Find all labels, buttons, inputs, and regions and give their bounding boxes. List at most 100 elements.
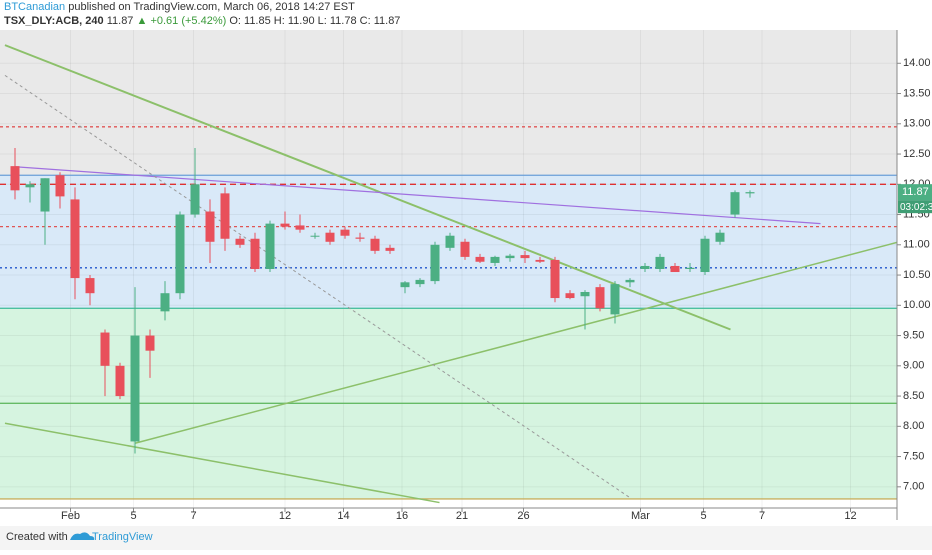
trend-line: [4, 44, 731, 331]
x-tick-label: 5: [700, 510, 706, 522]
x-tick-label: 26: [517, 510, 529, 522]
candle-body: [535, 259, 545, 262]
candle-body: [85, 278, 95, 294]
candle-body: [610, 284, 620, 315]
candle-body: [190, 184, 200, 215]
candle-body: [175, 214, 185, 294]
candle-body: [310, 235, 320, 237]
candle-body: [235, 238, 245, 245]
candle-body: [25, 184, 35, 188]
x-tick-label: 21: [456, 510, 468, 522]
price-tag: [898, 184, 932, 201]
candle-body: [430, 244, 440, 282]
candle-body: [595, 287, 605, 309]
x-tick-label: 14: [337, 510, 349, 522]
candle-body: [730, 192, 740, 215]
brand-logo: [70, 532, 95, 540]
candle-body: [670, 265, 680, 273]
x-tick-label: Mar: [631, 510, 650, 522]
candle-body: [685, 267, 695, 269]
candle-body: [40, 178, 50, 212]
x-tick-label: 12: [279, 510, 291, 522]
x-tick-label: 7: [190, 510, 196, 522]
candle-body: [520, 255, 530, 259]
candle-body: [115, 365, 125, 397]
trend-line: [14, 166, 821, 225]
candle-body: [565, 293, 575, 299]
candle-body: [370, 238, 380, 251]
y-tick-label: 13.50: [903, 87, 931, 99]
footer-bar: [0, 526, 932, 550]
candle-body: [385, 247, 395, 251]
ohlc-close: C: 11.87: [360, 15, 401, 27]
brand[interactable]: TradingView: [92, 531, 153, 543]
candle-body: [490, 256, 500, 263]
countdown-tag: [898, 200, 932, 214]
y-tick-label: 10.50: [903, 269, 931, 281]
y-tick-label: 10.00: [903, 299, 931, 311]
y-tick-label: 11.00: [903, 239, 930, 251]
y-tick-label: 12.50: [903, 148, 931, 160]
candle-body: [70, 199, 80, 279]
candle-body: [325, 232, 335, 242]
candle-body: [415, 279, 425, 285]
change: ▲ +0.61 (+5.42%): [137, 15, 227, 27]
candle-body: [625, 279, 635, 283]
plot-area: [0, 30, 898, 508]
ohlc-high: H: 11.90: [274, 15, 315, 27]
symbol: TSX_DLY:ACB, 240: [4, 15, 104, 27]
y-tick-label: 7.00: [903, 481, 924, 493]
y-tick-label: 8.00: [903, 420, 924, 432]
last: 11.87: [107, 15, 134, 27]
header-line-2: TSX_DLY:ACB, 240 11.87 ▲ +0.61 (+5.42%) …: [4, 15, 400, 27]
x-tick-label: 7: [759, 510, 765, 522]
ohlc-low: L: 11.78: [318, 15, 357, 27]
candle-body: [205, 211, 215, 242]
candle-body: [265, 223, 275, 269]
candle-body: [295, 225, 305, 230]
x-tick-label: Feb: [61, 510, 80, 522]
candle-body: [550, 259, 560, 299]
candle-body: [700, 238, 710, 273]
candle-body: [220, 193, 230, 239]
trend-line: [4, 422, 440, 504]
footer-text: Created with: [6, 531, 68, 543]
candle-body: [715, 232, 725, 242]
candle-body: [745, 192, 755, 194]
candle-body: [400, 282, 410, 288]
candle-body: [340, 229, 350, 236]
x-tick-label: 16: [396, 510, 408, 522]
candle-body: [460, 241, 470, 257]
candle-body: [100, 332, 110, 366]
candle-body: [55, 175, 65, 197]
candle-body: [130, 335, 140, 442]
ohlc-open: O: 11.85: [229, 15, 270, 27]
y-tick-label: 14.00: [903, 57, 931, 69]
trend-line: [134, 241, 898, 444]
countdown: 03:02:3: [900, 202, 932, 213]
x-tick-label: 12: [844, 510, 856, 522]
candle-body: [475, 256, 485, 262]
candle-body: [250, 238, 260, 269]
published: published on TradingView.com, March 06, …: [68, 1, 355, 13]
candle-body: [280, 223, 290, 227]
candle-body: [640, 265, 650, 269]
author: BTCanadian: [4, 1, 65, 13]
candle-body: [160, 293, 170, 312]
y-tick-label: 7.50: [903, 450, 924, 462]
candle-body: [655, 256, 665, 269]
y-tick-label: 13.00: [903, 118, 931, 130]
candle-body: [10, 166, 20, 191]
candle-body: [505, 255, 515, 259]
y-tick-label: 9.00: [903, 360, 924, 372]
header-line-1: BTCanadian published on TradingView.com,…: [4, 1, 355, 13]
y-tick-label: 9.50: [903, 329, 924, 341]
candle-body: [580, 291, 590, 297]
price-label: 11.87: [902, 186, 929, 198]
candle-body: [445, 235, 455, 248]
candle-body: [145, 335, 155, 351]
candle-body: [355, 237, 365, 239]
x-tick-label: 5: [130, 510, 136, 522]
